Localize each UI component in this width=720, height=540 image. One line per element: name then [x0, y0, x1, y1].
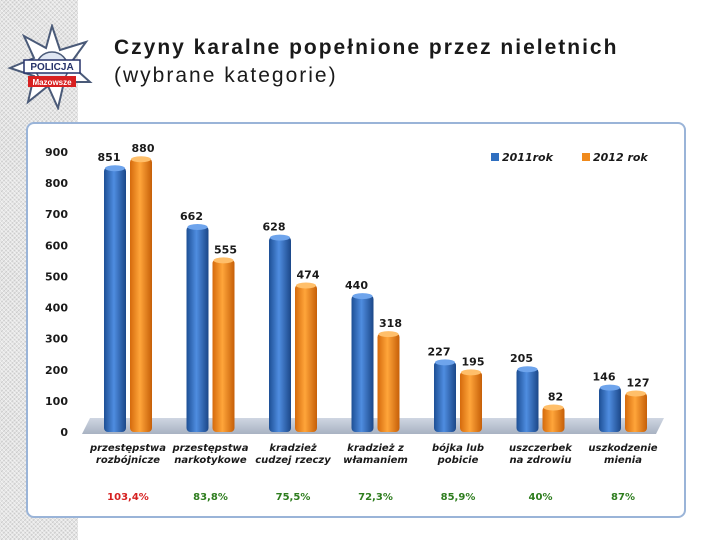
data-label: 555: [214, 243, 237, 256]
y-tick-label: 200: [45, 364, 68, 377]
title-line-2: (wybrane kategorie): [114, 64, 338, 87]
data-label: 146: [593, 371, 616, 384]
data-label: 82: [548, 390, 563, 403]
y-tick-label: 300: [45, 333, 68, 346]
legend-label-2012: 2012 rok: [593, 151, 648, 164]
percentage-label: 40%: [529, 492, 553, 503]
y-tick-label: 400: [45, 302, 68, 315]
bar-top-cap: [105, 165, 125, 172]
category-label: uszkodzenie: [588, 443, 657, 454]
y-tick-label: 600: [45, 239, 68, 252]
legend-swatch-2012: [582, 153, 590, 161]
category-label: uszczerbek: [509, 443, 573, 454]
logo-text-bottom: Mazowsze: [32, 78, 72, 87]
category-label: kradzież z: [347, 443, 404, 454]
bar-top-cap: [213, 257, 234, 264]
bar-top-cap: [296, 282, 316, 289]
category-labels: przestępstwarozbójniczeprzestępstwanarko…: [89, 442, 658, 466]
bar-2012: [625, 392, 647, 432]
data-label: 318: [379, 317, 402, 330]
bar-2012: [130, 158, 152, 432]
bar-2011: [269, 236, 291, 432]
bar-2011: [351, 295, 374, 432]
y-tick-label: 500: [45, 270, 68, 283]
category-label: cudzej rzeczy: [255, 455, 331, 466]
percentage-label: 83,8%: [193, 492, 228, 503]
data-labels: 851 880 662 555 628 474 440 318 227 195 205 82 146 12…: [98, 142, 650, 403]
bar-top-cap: [378, 331, 399, 338]
y-tick-label: 800: [45, 177, 68, 190]
y-axis-ticks: 0 100 200 300 400 500 600 700 800 900: [45, 146, 68, 439]
bar-top-cap: [131, 156, 151, 163]
bar-2011: [516, 368, 539, 432]
category-label: kradzież: [269, 443, 317, 454]
police-badge-logo: POLICJA Mazowsze: [7, 24, 93, 110]
logo-text-top: POLICJA: [30, 62, 73, 73]
bar-2011: [186, 226, 209, 432]
page-title: Czyny karalne popełnione przez nieletnic…: [114, 34, 704, 90]
bar-top-cap: [517, 366, 538, 373]
data-label: 205: [510, 352, 533, 365]
category-label: narkotykowe: [174, 455, 247, 466]
legend-swatch-2011: [491, 153, 499, 161]
percentage-label: 72,3%: [358, 492, 393, 503]
bar-top-cap: [435, 359, 455, 366]
category-label: przestępstwa: [171, 443, 248, 454]
data-label: 127: [627, 376, 650, 389]
title-line-1: Czyny karalne popełnione przez nieletnic…: [114, 36, 619, 59]
data-label: 628: [263, 221, 286, 234]
percentage-label: 75,5%: [276, 492, 311, 503]
percentage-label: 103,4%: [107, 492, 149, 503]
bar-top-cap: [543, 404, 564, 411]
data-label: 880: [132, 142, 155, 155]
category-label: na zdrowiu: [510, 455, 572, 466]
percentage-label: 87%: [611, 492, 635, 503]
category-label: rozbójnicze: [96, 454, 160, 466]
bars: [104, 156, 647, 432]
bar-top-cap: [461, 369, 481, 376]
data-label: 195: [462, 355, 485, 368]
bar-2011: [434, 361, 456, 432]
data-label: 662: [180, 210, 203, 223]
y-tick-label: 700: [45, 208, 68, 221]
category-label: przestępstwa: [89, 443, 166, 454]
bar-top-cap: [187, 224, 208, 231]
data-label: 227: [428, 345, 451, 358]
bar-top-cap: [352, 293, 373, 300]
bar-2011: [104, 167, 126, 432]
bar-top-cap: [270, 234, 290, 241]
bar-2012: [542, 406, 565, 432]
percentage-labels: 103,4% 83,8% 75,5% 72,3% 85,9% 40% 87%: [107, 492, 635, 503]
y-tick-label: 900: [45, 146, 68, 159]
y-tick-label: 100: [45, 395, 68, 408]
percentage-label: 85,9%: [441, 492, 476, 503]
category-label: mienia: [604, 455, 642, 466]
bar-top-cap: [626, 390, 646, 397]
data-label: 851: [98, 151, 121, 164]
data-label: 440: [345, 279, 368, 292]
category-label: bójka lub: [432, 442, 484, 454]
legend: 2011rok 2012 rok: [491, 151, 648, 164]
bar-2012: [212, 259, 235, 432]
bar-2012: [460, 371, 482, 432]
bar-2012: [295, 284, 317, 432]
bar-top-cap: [600, 384, 620, 391]
category-label: włamaniem: [343, 455, 408, 466]
bar-2012: [377, 333, 400, 432]
y-tick-label: 0: [60, 426, 68, 439]
bar-2011: [599, 386, 621, 432]
legend-label-2011: 2011rok: [502, 151, 554, 164]
data-label: 474: [297, 269, 320, 282]
category-label: pobicie: [437, 455, 479, 466]
